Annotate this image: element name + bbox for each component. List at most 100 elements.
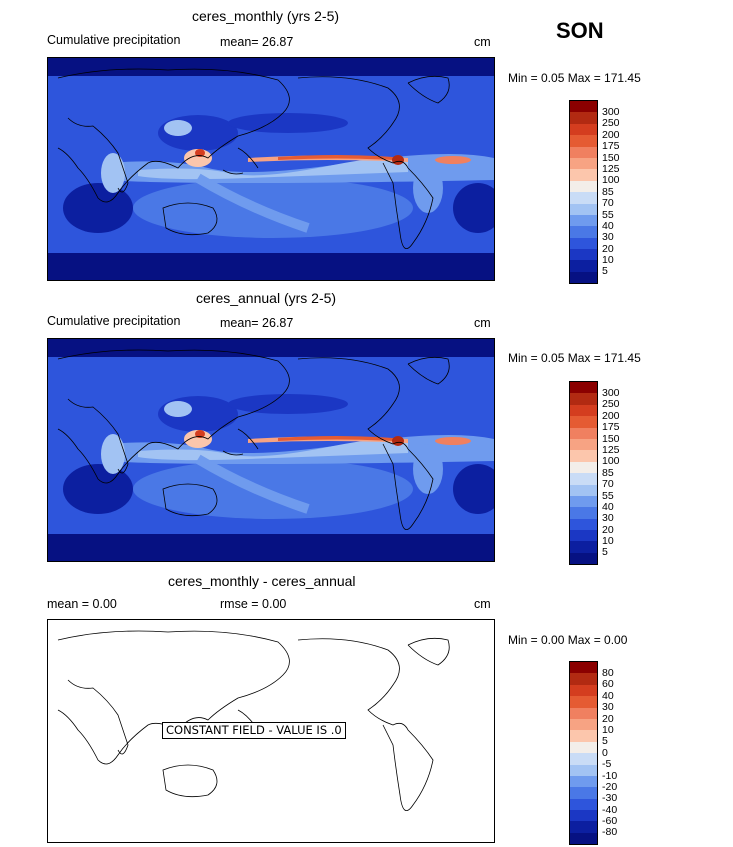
panel3-units: cm <box>474 597 491 611</box>
colorbar-cell <box>570 169 597 181</box>
colorbar-tick-label: 5 <box>602 546 608 559</box>
colorbar-cell <box>570 438 597 451</box>
colorbar-tick-label: 20 <box>602 712 614 725</box>
colorbar-tick-label: -5 <box>602 758 612 771</box>
panel2-map-svg <box>48 339 494 561</box>
colorbar-cell <box>570 730 597 742</box>
colorbar-cell <box>570 484 597 496</box>
constant-field-label: CONSTANT FIELD - VALUE IS .0 <box>162 722 346 739</box>
colorbar-cell <box>570 696 597 708</box>
colorbar-tick-label: 85 <box>602 466 614 479</box>
colorbar-cell <box>570 775 597 788</box>
panel1-units: cm <box>474 35 491 49</box>
panel2-units: cm <box>474 316 491 330</box>
colorbar-tick-label: 150 <box>602 151 620 164</box>
colorbar-cell <box>570 393 597 405</box>
colorbar-cell <box>570 461 597 474</box>
colorbar-cell <box>570 450 597 462</box>
colorbar-cell <box>570 541 597 553</box>
colorbar-tick-label: 125 <box>602 443 620 456</box>
colorbar-tick-label: -20 <box>602 780 618 793</box>
colorbar-tick-label: 85 <box>602 185 614 198</box>
colorbar-cell <box>570 101 597 113</box>
panel1-title: ceres_monthly (yrs 2-5) <box>192 8 340 24</box>
colorbar-tick-label: 0 <box>602 746 608 759</box>
panel3-colorbar-ticks: 80 60 40 30 20 10 5 0 -5 -10 -20 -30 -40 -60 -80 <box>602 667 618 839</box>
colorbar-cell <box>570 707 597 719</box>
panel3-title: ceres_monthly - ceres_annual <box>168 573 356 589</box>
colorbar-tick-label: -60 <box>602 815 618 828</box>
panel3-rmse: rmse = 0.00 <box>220 597 287 611</box>
colorbar-tick-label: 40 <box>602 219 614 232</box>
panel2-colorbar-ticks: 300 250 200 175 150 125 100 85 70 55 40 30 20 10 5 <box>602 387 620 559</box>
colorbar-tick-label: 40 <box>602 500 614 513</box>
colorbar-cell <box>570 146 597 158</box>
colorbar-tick-label: 20 <box>602 242 614 255</box>
colorbar-cell <box>570 810 597 822</box>
panel1-map <box>47 57 495 281</box>
colorbar-cell <box>570 214 597 227</box>
colorbar-tick-label: 250 <box>602 117 620 130</box>
colorbar-tick-label: 300 <box>602 387 620 399</box>
colorbar-tick-label: 250 <box>602 398 620 411</box>
colorbar-tick-label: 200 <box>602 409 620 422</box>
colorbar-tick-label: 55 <box>602 489 614 502</box>
colorbar-cell <box>570 832 597 845</box>
colorbar-tick-label: 10 <box>602 535 614 548</box>
colorbar-cell <box>570 382 597 394</box>
panel2-mean: mean= 26.87 <box>220 316 294 330</box>
colorbar-tick-label: 100 <box>602 455 620 468</box>
panel3-colorbar <box>569 661 598 846</box>
panel2-colorbar <box>569 381 598 566</box>
colorbar-tick-label: 175 <box>602 140 620 153</box>
colorbar-cell <box>570 507 597 519</box>
colorbar-tick-label: -80 <box>602 826 618 839</box>
colorbar-cell <box>570 787 597 799</box>
colorbar-cell <box>570 530 597 542</box>
colorbar-cell <box>570 718 597 731</box>
colorbar-cell <box>570 416 597 428</box>
panel3-mean: mean = 0.00 <box>47 597 117 611</box>
colorbar-tick-label: 20 <box>602 523 614 536</box>
colorbar-cell <box>570 684 597 697</box>
colorbar-cell <box>570 203 597 215</box>
colorbar-cell <box>570 741 597 754</box>
colorbar-cell <box>570 764 597 776</box>
colorbar-tick-label: 30 <box>602 701 614 714</box>
colorbar-cell <box>570 192 597 204</box>
panel3-minmax: Min = 0.00 Max = 0.00 <box>508 633 628 647</box>
colorbar-tick-label: -10 <box>602 769 618 782</box>
colorbar-cell <box>570 237 597 250</box>
panel2-minmax: Min = 0.05 Max = 171.45 <box>508 351 641 365</box>
colorbar-tick-label: 55 <box>602 208 614 221</box>
panel2-left-label: Cumulative precipitation <box>47 314 181 328</box>
colorbar-cell <box>570 821 597 833</box>
panel1-mean: mean= 26.87 <box>220 35 294 49</box>
colorbar-cell <box>570 157 597 170</box>
colorbar-tick-label: 80 <box>602 667 614 679</box>
colorbar-tick-label: 70 <box>602 197 614 210</box>
panel1-colorbar <box>569 100 598 285</box>
colorbar-tick-label: 60 <box>602 678 614 691</box>
colorbar-tick-label: 30 <box>602 512 614 525</box>
colorbar-cell <box>570 226 597 238</box>
colorbar-tick-label: -30 <box>602 792 618 805</box>
colorbar-tick-label: 125 <box>602 162 620 175</box>
colorbar-tick-label: 30 <box>602 231 614 244</box>
colorbar-cell <box>570 249 597 261</box>
panel1-minmax: Min = 0.05 Max = 171.45 <box>508 71 641 85</box>
colorbar-cell <box>570 260 597 272</box>
colorbar-cell <box>570 180 597 193</box>
colorbar-cell <box>570 404 597 417</box>
colorbar-tick-label: 40 <box>602 689 614 702</box>
colorbar-cell <box>570 123 597 136</box>
colorbar-cell <box>570 798 597 811</box>
colorbar-tick-label: 300 <box>602 106 620 118</box>
panel1-left-label: Cumulative precipitation <box>47 33 181 47</box>
panel1-colorbar-ticks: 300 250 200 175 150 125 100 85 70 55 40 30 20 10 5 <box>602 106 620 278</box>
colorbar-cell <box>570 518 597 531</box>
colorbar-tick-label: 150 <box>602 432 620 445</box>
panel2-map <box>47 338 495 562</box>
colorbar-cell <box>570 673 597 685</box>
colorbar-tick-label: 10 <box>602 723 614 736</box>
